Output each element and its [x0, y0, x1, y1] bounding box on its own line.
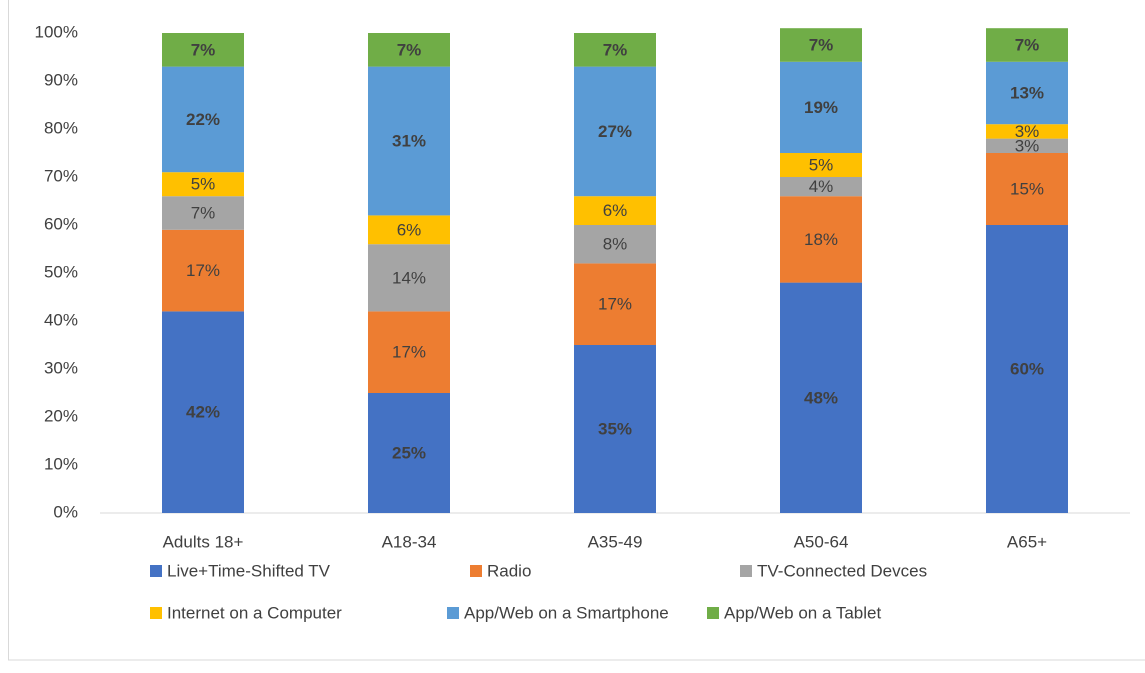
data-label: 35% — [598, 419, 632, 438]
bar-segment — [574, 225, 656, 264]
data-label: 15% — [1010, 179, 1044, 198]
y-tick-label: 40% — [44, 310, 78, 329]
bar-segment — [574, 196, 656, 225]
data-label: 60% — [1010, 359, 1044, 378]
x-tick-label: Adults 18+ — [163, 532, 244, 551]
bar-segment — [986, 28, 1068, 62]
bar-segment — [368, 393, 450, 513]
y-tick-label: 60% — [44, 214, 78, 233]
data-label: 13% — [1010, 83, 1044, 102]
data-label: 14% — [392, 268, 426, 287]
bar-segment — [368, 33, 450, 67]
data-label: 7% — [397, 40, 422, 59]
bar-segment — [780, 177, 862, 197]
y-tick-label: 10% — [44, 454, 78, 473]
data-label: 22% — [186, 110, 220, 129]
data-label: 27% — [598, 122, 632, 141]
legend-swatch — [740, 565, 752, 577]
data-label: 4% — [809, 177, 834, 196]
bar-segment — [574, 66, 656, 197]
y-tick-label: 90% — [44, 70, 78, 89]
y-tick-label: 50% — [44, 262, 78, 281]
data-label: 17% — [392, 343, 426, 362]
y-tick-label: 100% — [35, 22, 78, 41]
data-label: 17% — [186, 261, 220, 280]
bar-segment — [780, 61, 862, 153]
y-tick-label: 30% — [44, 358, 78, 377]
bar-segment — [368, 215, 450, 245]
legend-label: App/Web on a Tablet — [724, 603, 881, 622]
data-label: 18% — [804, 230, 838, 249]
bar-segment — [986, 225, 1068, 513]
legend-label: Internet on a Computer — [167, 603, 342, 622]
bar-segment — [986, 153, 1068, 225]
legend-label: App/Web on a Smartphone — [464, 603, 669, 622]
legend-swatch — [447, 607, 459, 619]
legend-label: Live+Time-Shifted TV — [167, 561, 331, 580]
data-label: 7% — [191, 203, 216, 222]
legend-swatch — [470, 565, 482, 577]
bar-segment — [986, 124, 1068, 139]
legend-label: TV-Connected Devces — [757, 561, 927, 580]
bar-segment — [162, 196, 244, 230]
legend-swatch — [150, 565, 162, 577]
data-label: 7% — [603, 40, 628, 59]
legend-swatch — [150, 607, 162, 619]
bar-segment — [574, 345, 656, 513]
bar-segment — [780, 153, 862, 177]
bar-segment — [368, 66, 450, 216]
y-tick-label: 70% — [44, 166, 78, 185]
y-tick-label: 0% — [53, 502, 78, 521]
data-label: 7% — [1015, 35, 1040, 54]
data-label: 8% — [603, 235, 628, 254]
data-label: 31% — [392, 131, 426, 150]
data-label: 7% — [191, 40, 216, 59]
bar-segment — [368, 244, 450, 312]
bar-segment — [162, 229, 244, 312]
data-label: 3% — [1015, 136, 1040, 155]
bar-segment — [162, 172, 244, 197]
data-label: 5% — [809, 155, 834, 174]
bar-segment — [162, 311, 244, 513]
data-label: 3% — [1015, 122, 1040, 141]
x-tick-label: A35-49 — [588, 532, 643, 551]
bar-segment — [368, 311, 450, 393]
y-tick-label: 20% — [44, 406, 78, 425]
data-label: 19% — [804, 98, 838, 117]
bar-segment — [986, 61, 1068, 125]
x-tick-label: A50-64 — [794, 532, 849, 551]
bar-segment — [162, 66, 244, 173]
legend-swatch — [707, 607, 719, 619]
data-label: 25% — [392, 443, 426, 462]
y-tick-label: 80% — [44, 118, 78, 137]
bar-segment — [574, 33, 656, 67]
data-label: 7% — [809, 35, 834, 54]
bar-segment — [574, 263, 656, 345]
legend-label: Radio — [487, 561, 531, 580]
x-tick-label: A18-34 — [382, 532, 437, 551]
data-label: 6% — [603, 201, 628, 220]
chart-frame — [8, 0, 1145, 661]
bar-segment — [780, 196, 862, 283]
data-label: 5% — [191, 175, 216, 194]
bar-segment — [986, 138, 1068, 153]
bar-segment — [780, 28, 862, 62]
data-label: 17% — [598, 295, 632, 314]
data-label: 6% — [397, 220, 422, 239]
x-tick-label: A65+ — [1007, 532, 1047, 551]
data-label: 48% — [804, 388, 838, 407]
bar-segment — [162, 33, 244, 67]
bar-segment — [780, 282, 862, 513]
data-label: 42% — [186, 403, 220, 422]
